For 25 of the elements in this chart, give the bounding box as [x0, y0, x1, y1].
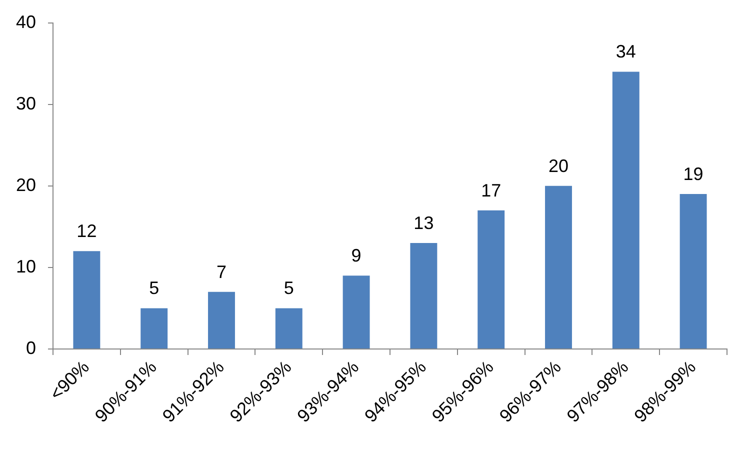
y-tick-label: 20	[16, 174, 36, 195]
data-label: 9	[351, 246, 362, 266]
data-label: 5	[284, 278, 294, 298]
bar	[73, 251, 100, 348]
data-label: 19	[683, 164, 704, 184]
bar	[478, 210, 505, 348]
y-tick-label: 10	[16, 256, 36, 276]
y-tick-label: 40	[16, 12, 36, 32]
y-tick-label: 0	[26, 338, 36, 358]
data-label: 7	[216, 262, 227, 282]
data-label: 13	[414, 212, 434, 233]
bar	[208, 292, 235, 348]
bar	[545, 186, 572, 348]
bar	[410, 242, 438, 348]
bar	[342, 276, 370, 348]
bar	[680, 194, 707, 348]
data-label: 34	[616, 42, 636, 62]
bar	[612, 72, 640, 348]
y-tick-label: 30	[16, 93, 36, 114]
bar	[275, 308, 302, 348]
data-label: 20	[548, 156, 569, 176]
data-label: 17	[481, 180, 502, 200]
bar	[140, 308, 168, 348]
data-label: 5	[149, 278, 160, 298]
data-label: 12	[76, 221, 97, 242]
